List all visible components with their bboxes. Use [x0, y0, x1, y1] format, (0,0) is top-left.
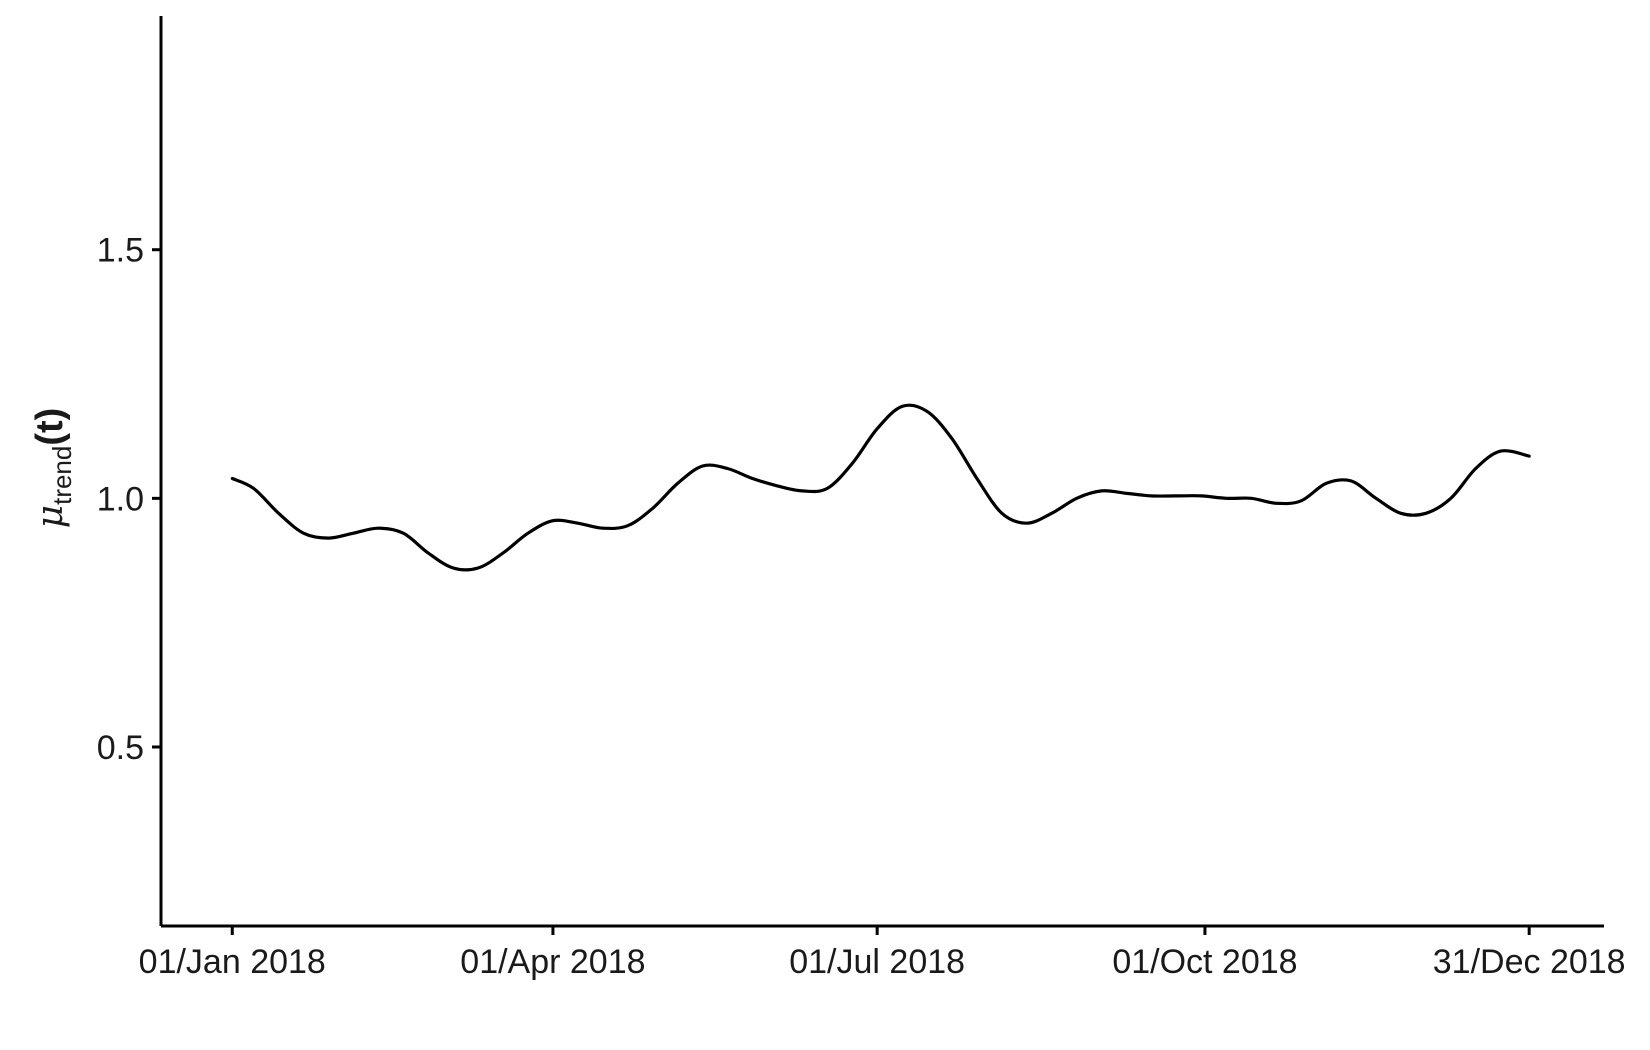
y-axis-title: μtrend(t): [29, 408, 77, 529]
y-axis-title-argument: (t): [29, 408, 71, 446]
y-tick-label: 0.5: [97, 729, 144, 767]
x-tick-label: 01/Apr 2018: [460, 943, 645, 981]
y-ticks: 0.5 1.0 1.5: [97, 232, 161, 767]
trend-line: [230, 403, 1531, 572]
x-tick-label: 01/Jan 2018: [139, 943, 326, 981]
x-ticks: 01/Jan 2018 01/Apr 2018 01/Jul 2018 01/Oct …: [139, 926, 1626, 981]
x-tick-label: 01/Jul 2018: [789, 943, 965, 981]
y-tick-label: 1.5: [97, 232, 144, 270]
y-axis-title-subscript: trend: [47, 446, 77, 505]
y-axis-title-base: μ: [30, 505, 71, 528]
x-tick-label: 01/Oct 2018: [1112, 943, 1297, 981]
y-tick-label: 1.0: [97, 480, 144, 518]
x-tick-label: 31/Dec 2018: [1433, 943, 1626, 981]
